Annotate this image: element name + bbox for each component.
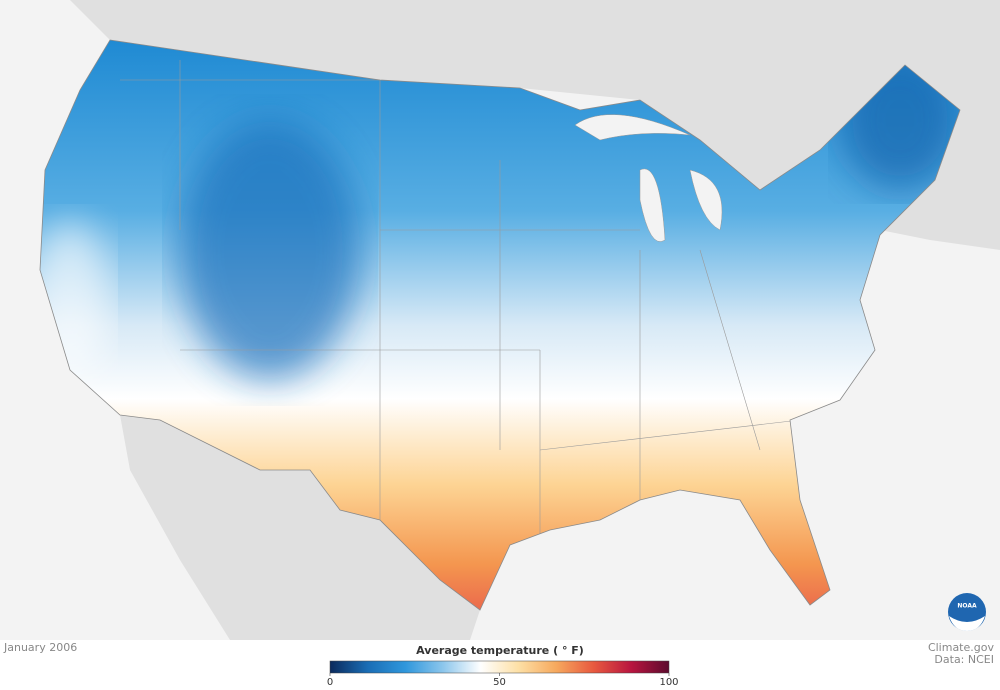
scale-tick-label: 100	[659, 677, 678, 688]
color-scale	[329, 660, 670, 674]
legend-title: Average temperature ( ° F)	[416, 644, 584, 657]
scale-tick-label: 0	[327, 677, 333, 688]
noaa-logo-wave	[949, 616, 985, 631]
data-credit: Data: NCEI	[934, 653, 994, 666]
mexico	[120, 415, 480, 640]
rockies-cold	[180, 120, 360, 380]
scale-tick-label: 50	[493, 677, 506, 688]
great-lakes	[574, 114, 723, 242]
source-credit: Climate.gov	[928, 641, 995, 654]
date-caption: January 2006	[3, 641, 77, 654]
noaa-logo-text: NOAA	[957, 603, 977, 610]
